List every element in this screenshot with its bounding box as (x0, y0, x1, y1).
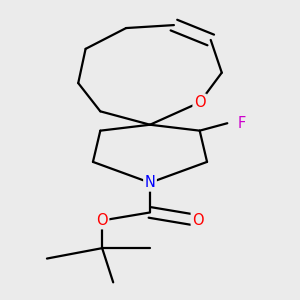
Text: F: F (238, 116, 246, 131)
Text: O: O (96, 213, 108, 228)
Text: N: N (145, 175, 155, 190)
Text: O: O (192, 213, 204, 228)
Text: O: O (194, 95, 206, 110)
